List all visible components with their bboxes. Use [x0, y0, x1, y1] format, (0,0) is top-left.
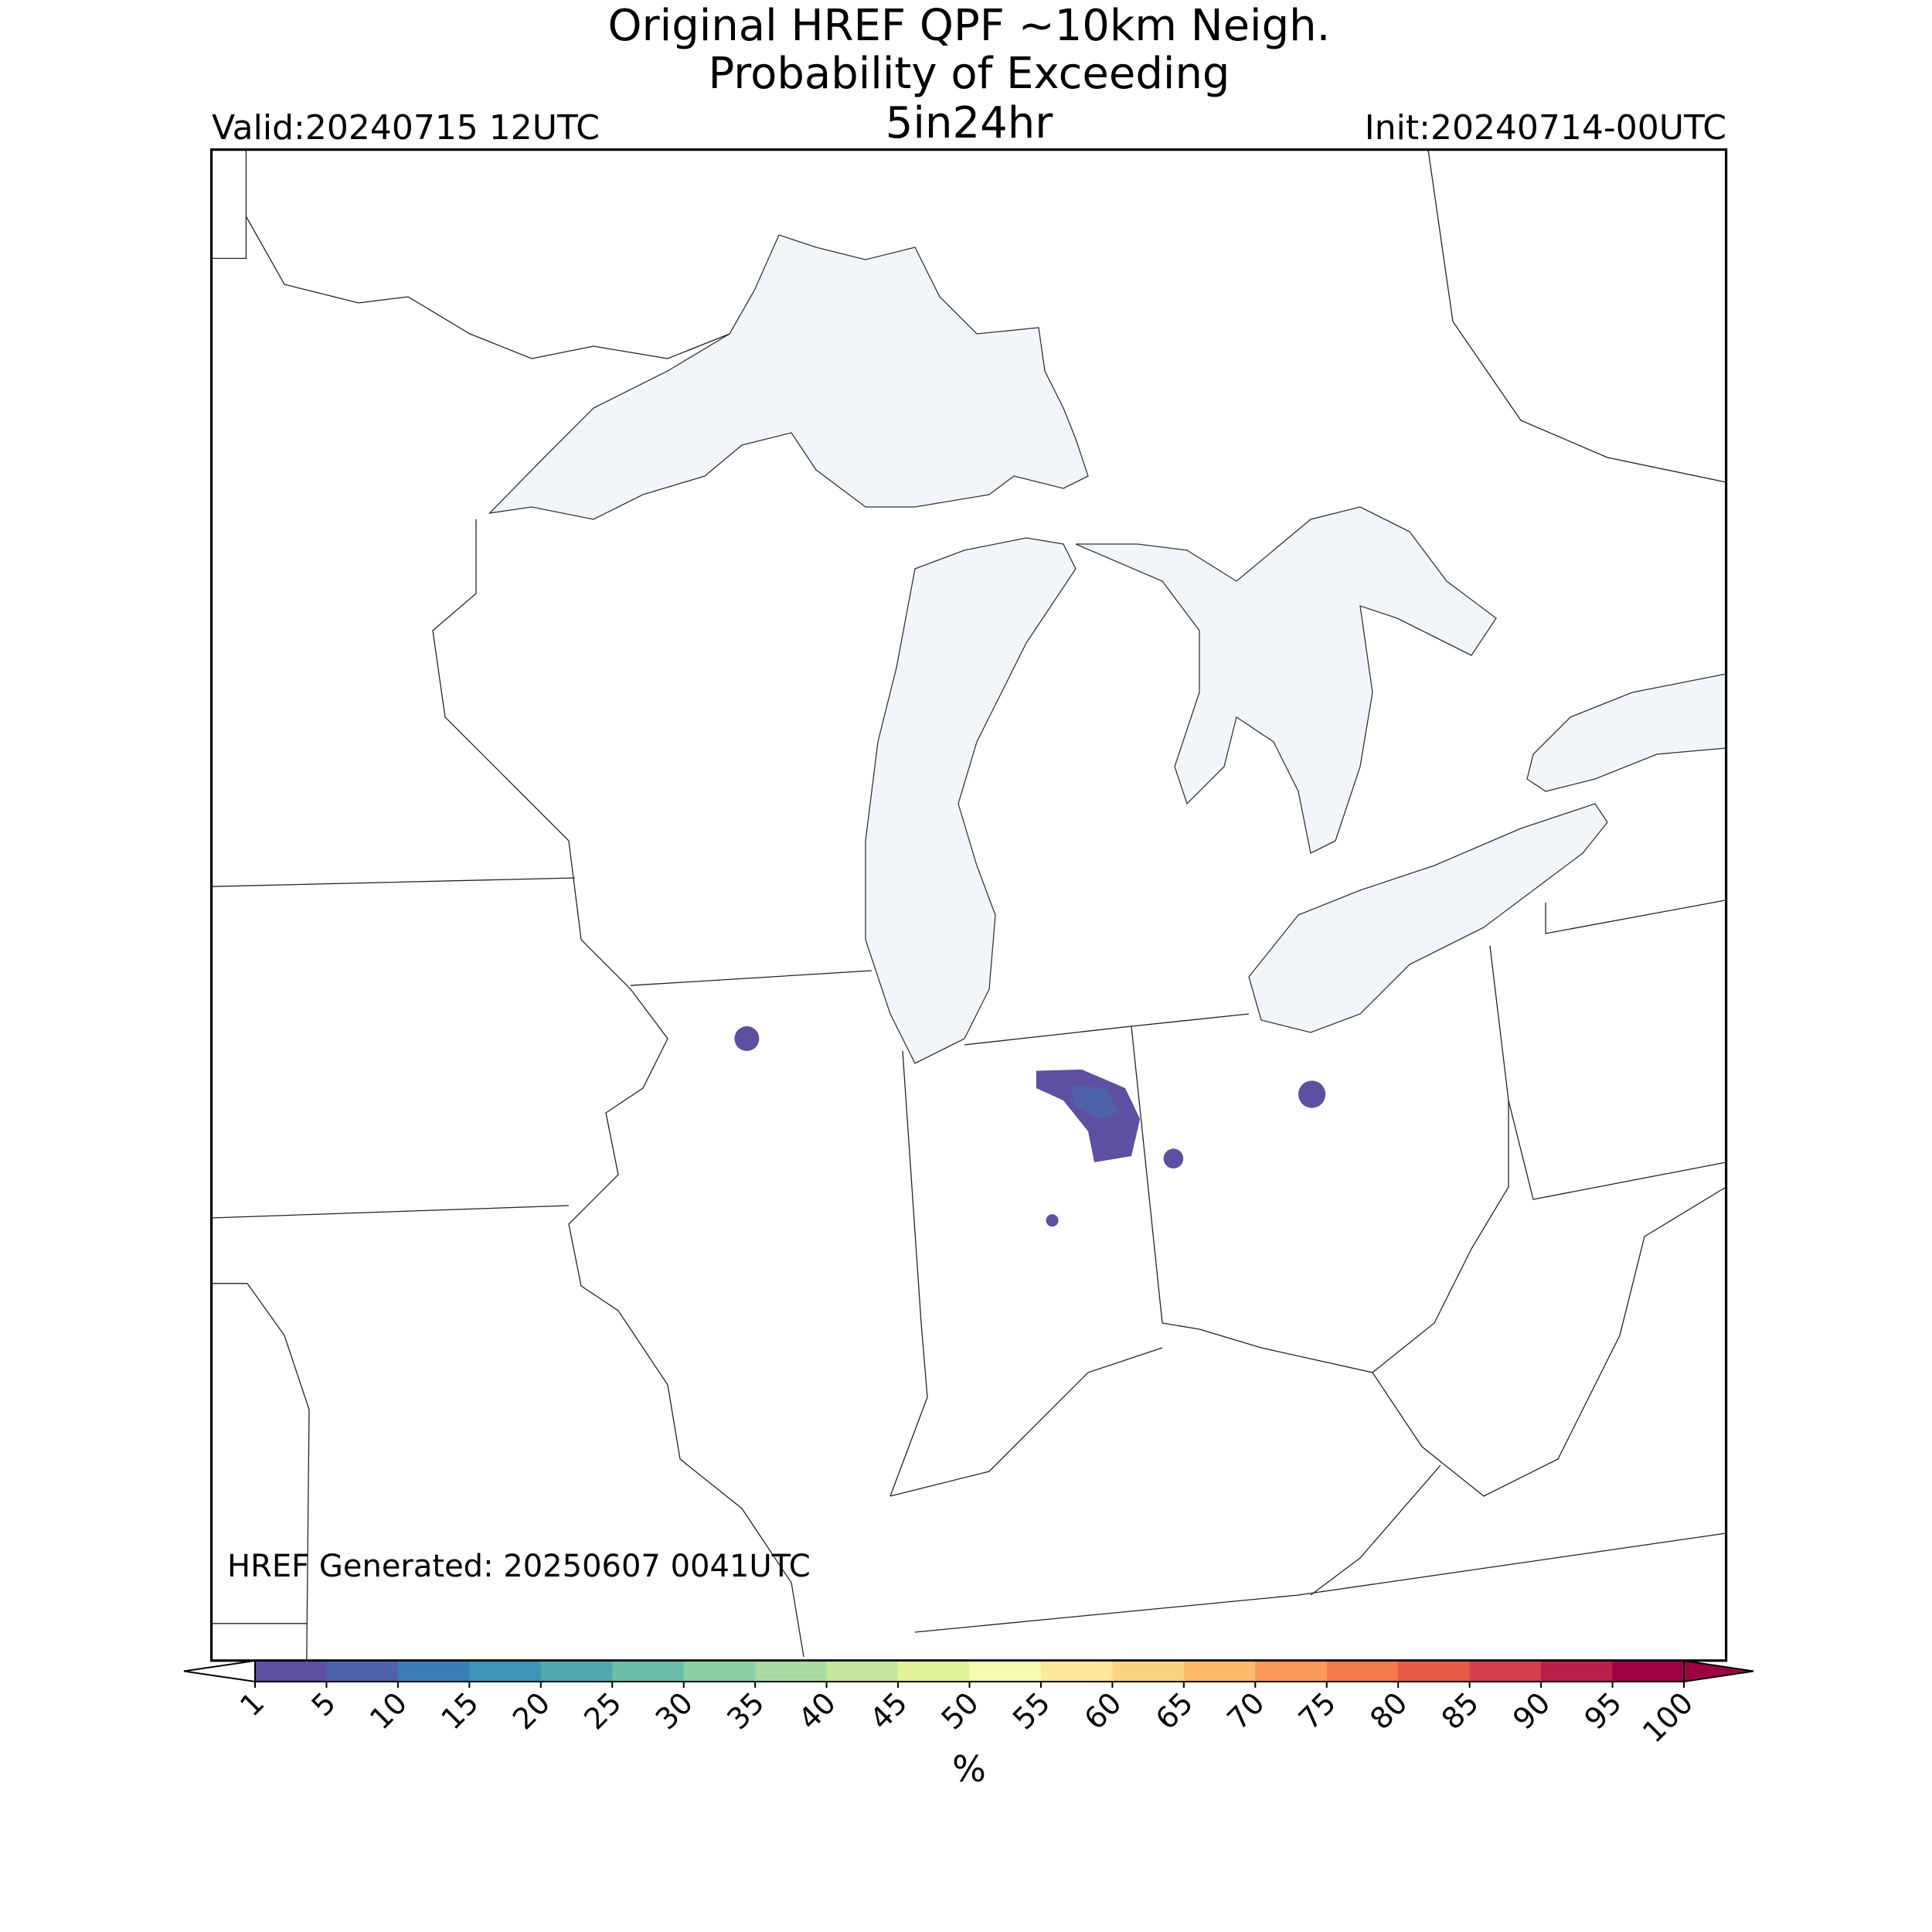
- colorbar-segment: [1183, 1661, 1256, 1682]
- colorbar-tick-label: 35: [720, 1685, 770, 1736]
- colorbar-tick-label: 90: [1506, 1685, 1556, 1736]
- title-line: Probability of Exceeding: [709, 49, 1230, 99]
- colorbar-tick-label: 5: [305, 1685, 342, 1723]
- colorbar-segment: [1112, 1661, 1185, 1682]
- colorbar-segment: [612, 1661, 685, 1682]
- colorbar-segment: [1469, 1661, 1542, 1682]
- colorbar-tick-label: 70: [1220, 1685, 1270, 1736]
- colorbar-label: %: [952, 1748, 986, 1790]
- colorbar-tick-label: 60: [1077, 1685, 1128, 1736]
- colorbar-tick-label: 80: [1363, 1685, 1413, 1736]
- colorbar-tick-label: 100: [1636, 1685, 1699, 1749]
- colorbar-segment: [683, 1661, 756, 1682]
- lake-michigan: [865, 537, 1077, 1064]
- colorbar-segment: [1326, 1661, 1399, 1682]
- generated-note: HREF Generated: 20250607 0041UTC: [227, 1549, 811, 1584]
- colorbar-segment: [755, 1661, 828, 1682]
- colorbar-over: [1683, 1659, 1754, 1683]
- colorbar-segment: [326, 1661, 399, 1682]
- colorbar-segment: [969, 1661, 1042, 1682]
- lake-erie: [1248, 803, 1608, 1033]
- lake-ontario: [1526, 673, 1726, 792]
- colorbar: 1 5 10 15 20 25 30 35 40 45 50 55 60 65 70 75 80 85 90 95 10…: [183, 1659, 1754, 1750]
- colorbar-segment: [1040, 1661, 1113, 1682]
- lake-huron: [1075, 506, 1497, 854]
- colorbar-segment: [898, 1661, 970, 1682]
- colorbar-segment: [826, 1661, 899, 1682]
- colorbar-segment: [397, 1661, 470, 1682]
- colorbar-under: [183, 1659, 256, 1683]
- colorbar-segment: [1541, 1661, 1614, 1682]
- colorbar-tick-label: 1: [233, 1685, 270, 1723]
- colorbar-segment: [1612, 1661, 1685, 1682]
- colorbar-tick-label: 10: [363, 1685, 413, 1736]
- colorbar-segment: [1398, 1661, 1471, 1682]
- colorbar-segment: [540, 1661, 613, 1682]
- colorbar-tick-label: 40: [792, 1685, 842, 1736]
- colorbar-tick-label: 15: [434, 1685, 485, 1736]
- colorbar-tick-label: 50: [935, 1685, 985, 1736]
- colorbar-tick-label: 25: [577, 1685, 628, 1736]
- lake-superior: [488, 234, 1089, 520]
- colorbar-segment: [1255, 1661, 1328, 1682]
- valid-time: Valid:20240715 12UTC: [212, 108, 600, 148]
- colorbar-tick-label: 55: [1006, 1685, 1056, 1736]
- borders: [211, 149, 1726, 1661]
- colorbar-segment: [469, 1661, 542, 1682]
- probability-areas: [734, 1026, 1326, 1227]
- colorbar-tick-label: 95: [1578, 1685, 1628, 1736]
- colorbar-tick-label: 85: [1435, 1685, 1485, 1736]
- colorbar-segment: [255, 1661, 327, 1682]
- colorbar-tick-label: 65: [1149, 1685, 1199, 1736]
- colorbar-tick-label: 20: [506, 1685, 556, 1736]
- map: [210, 148, 1728, 1662]
- colorbar-tick-label: 75: [1292, 1685, 1342, 1736]
- colorbar-tick-label: 45: [863, 1685, 913, 1736]
- title-line: Original HREF QPF ~10km Neigh.: [608, 1, 1331, 51]
- colorbar-tick-label: 30: [649, 1685, 699, 1736]
- title-line: 5in24hr: [886, 98, 1053, 148]
- init-time: Init:20240714-00UTC: [1365, 108, 1726, 148]
